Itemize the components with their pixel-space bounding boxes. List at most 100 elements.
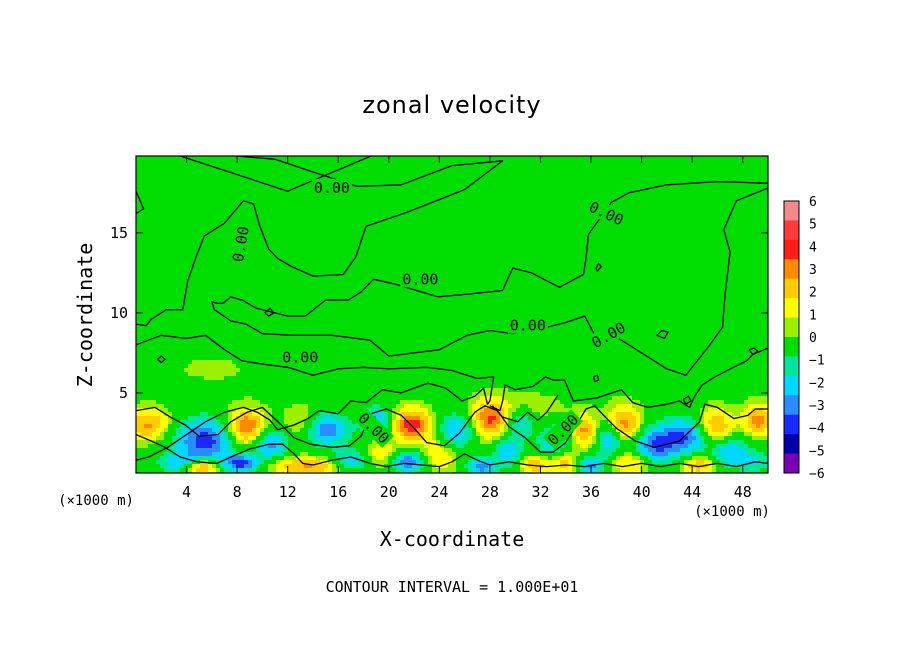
field-cell — [552, 408, 556, 412]
field-cell — [684, 436, 688, 440]
field-cell — [512, 416, 516, 420]
field-cell — [536, 392, 540, 396]
field-cell — [740, 408, 744, 412]
field-cell — [532, 428, 536, 432]
field-cell — [608, 440, 612, 444]
field-cell — [484, 436, 488, 440]
field-cell — [596, 468, 600, 472]
colorbar-label: 3 — [809, 263, 817, 278]
field-cell — [612, 436, 616, 440]
field-cell — [452, 444, 456, 448]
field-cell — [504, 404, 508, 408]
field-cell — [208, 448, 212, 452]
field-cell — [216, 444, 220, 448]
field-cell — [544, 420, 548, 424]
field-cell — [476, 412, 480, 416]
field-cell — [600, 460, 604, 464]
field-cell — [380, 448, 384, 452]
field-cell — [312, 428, 316, 432]
field-cell — [376, 396, 380, 400]
field-cell — [352, 428, 356, 432]
field-cell — [352, 396, 356, 400]
field-cell — [316, 436, 320, 440]
field-cell — [220, 360, 224, 364]
field-cell — [140, 432, 144, 436]
field-cell — [756, 424, 760, 428]
field-cell — [516, 404, 520, 408]
field-cell — [704, 440, 708, 444]
field-cell — [212, 376, 216, 380]
field-cell — [528, 396, 532, 400]
field-cell — [428, 452, 432, 456]
field-cell — [236, 468, 240, 472]
field-cell — [744, 408, 748, 412]
field-cell — [488, 436, 492, 440]
field-cell — [336, 440, 340, 444]
field-cell — [400, 424, 404, 428]
field-cell — [608, 404, 612, 408]
field-cell — [472, 444, 476, 448]
field-cell — [440, 424, 444, 428]
field-cell — [304, 444, 308, 448]
field-cell — [752, 468, 756, 472]
field-cell — [596, 432, 600, 436]
field-cell — [184, 416, 188, 420]
field-cell — [476, 400, 480, 404]
field-cell — [520, 396, 524, 400]
field-cell — [708, 452, 712, 456]
field-cell — [752, 412, 756, 416]
field-cell — [748, 424, 752, 428]
field-cell — [524, 460, 528, 464]
field-cell — [548, 396, 552, 400]
field-cell — [764, 436, 768, 440]
field-cell — [452, 428, 456, 432]
field-cell — [320, 424, 324, 428]
field-cell — [172, 424, 176, 428]
field-cell — [504, 396, 508, 400]
field-cell — [312, 408, 316, 412]
field-cell — [212, 444, 216, 448]
field-cell — [260, 440, 264, 444]
field-cell — [188, 404, 192, 408]
field-cell — [668, 396, 672, 400]
field-cell — [316, 428, 320, 432]
field-cell — [196, 448, 200, 452]
field-cell — [344, 420, 348, 424]
field-cell — [360, 408, 364, 412]
field-cell — [688, 428, 692, 432]
field-cell — [256, 416, 260, 420]
field-cell — [452, 456, 456, 460]
field-cell — [632, 428, 636, 432]
field-cell — [316, 432, 320, 436]
field-cell — [208, 444, 212, 448]
contour-label-bg — [228, 222, 253, 266]
field-cell — [328, 444, 332, 448]
field-cell — [608, 436, 612, 440]
field-cell — [720, 452, 724, 456]
field-cell — [184, 404, 188, 408]
field-cell — [376, 400, 380, 404]
field-cell — [688, 424, 692, 428]
field-cell — [420, 464, 424, 468]
field-cell — [432, 444, 436, 448]
field-cell — [692, 404, 696, 408]
field-cell — [416, 460, 420, 464]
field-cell — [408, 448, 412, 452]
field-cell — [724, 404, 728, 408]
field-cell — [140, 404, 144, 408]
field-cell — [340, 436, 344, 440]
field-cell — [760, 444, 764, 448]
field-cell — [280, 432, 284, 436]
field-cell — [628, 412, 632, 416]
field-cell — [332, 464, 336, 468]
field-cell — [396, 432, 400, 436]
field-cell — [332, 452, 336, 456]
field-cell — [312, 432, 316, 436]
field-cell — [180, 416, 184, 420]
field-cell — [240, 412, 244, 416]
field-cell — [556, 408, 560, 412]
field-cell — [192, 420, 196, 424]
field-cell — [388, 448, 392, 452]
field-cell — [260, 404, 264, 408]
field-cell — [420, 432, 424, 436]
